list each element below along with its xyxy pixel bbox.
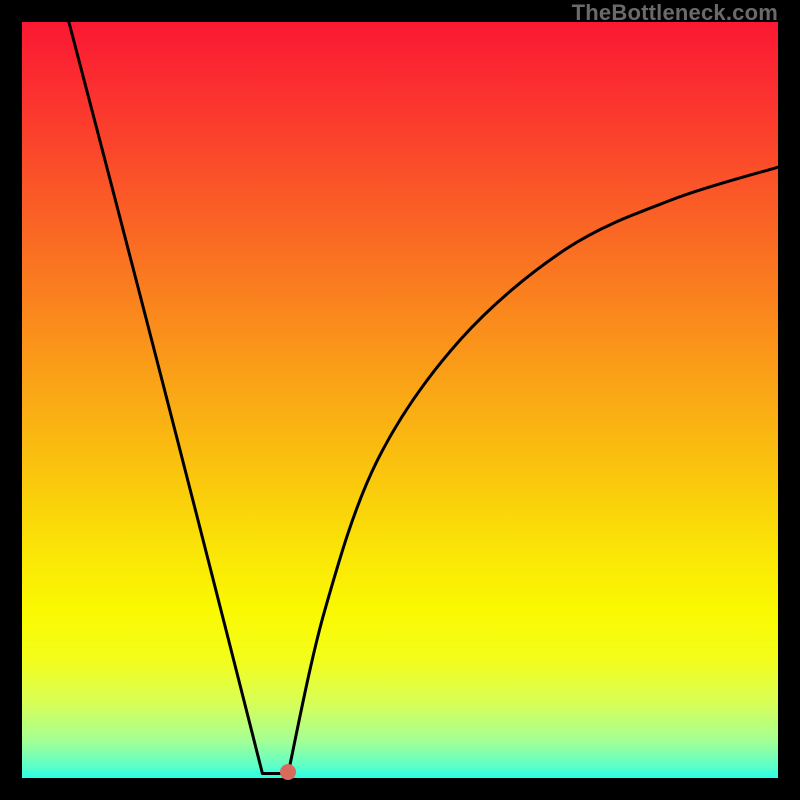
chart-frame: TheBottleneck.com <box>0 0 800 800</box>
bottleneck-curve <box>69 22 778 773</box>
valley-marker-dot <box>280 764 296 780</box>
watermark-text: TheBottleneck.com <box>572 0 778 26</box>
plot-area <box>22 22 778 778</box>
curve-svg <box>22 22 778 778</box>
